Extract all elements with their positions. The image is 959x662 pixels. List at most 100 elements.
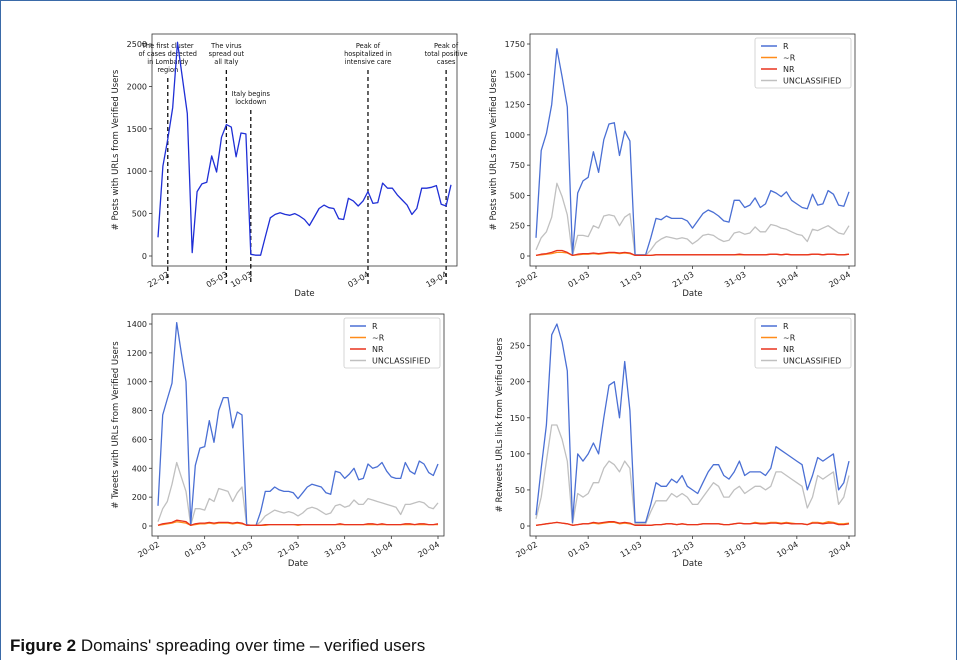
y-tick-label: 200 bbox=[510, 378, 525, 387]
x-tick-label: 31-03 bbox=[323, 540, 348, 559]
y-tick-label: 1750 bbox=[505, 40, 525, 49]
x-tick-label: 19-04 bbox=[424, 270, 449, 289]
x-tick-label: 01-03 bbox=[183, 540, 208, 559]
legend-label: ~R bbox=[372, 334, 385, 343]
y-tick-label: 600 bbox=[132, 435, 147, 444]
x-tick-label: 03-04 bbox=[346, 270, 371, 289]
chart-panel-1: 0 500 1000 1500 2000 2500 22-02 05-03 10-03 03-04… bbox=[0, 0, 480, 300]
x-axis-label: Date bbox=[682, 289, 702, 299]
x-tick-label: 20-02 bbox=[514, 540, 539, 559]
x-tick-label: 20-04 bbox=[827, 270, 852, 289]
y-tick-label: 400 bbox=[132, 464, 147, 473]
legend-label: UNCLASSIFIED bbox=[783, 357, 841, 366]
event-annotation-text: hospitalized in bbox=[344, 50, 392, 58]
x-tick-label: 20-02 bbox=[136, 540, 161, 559]
chart-1-svg: 0 500 1000 1500 2000 2500 22-02 05-03 10-03 03-04… bbox=[111, 33, 468, 299]
legend-box bbox=[754, 317, 852, 369]
y-tick-label: 2000 bbox=[127, 82, 147, 91]
legend-label: R bbox=[372, 322, 378, 331]
x-tick-label: 31-03 bbox=[723, 540, 748, 559]
event-annotation-text: lockdown bbox=[235, 98, 266, 106]
legend-label: ~R bbox=[783, 334, 796, 343]
y-tick-label: 200 bbox=[132, 493, 147, 502]
event-annotation-text: region bbox=[157, 66, 178, 74]
event-annotation-text: all Italy bbox=[214, 58, 238, 66]
series-line-nr bbox=[157, 519, 439, 526]
event-annotation-text: The first cluster bbox=[141, 42, 194, 50]
event-annotation-text: cases bbox=[437, 58, 456, 66]
y-tick-label: 0 bbox=[142, 252, 147, 261]
x-tick-label: 01-03 bbox=[567, 540, 592, 559]
legend-box bbox=[343, 317, 441, 369]
x-tick-label: 11-03 bbox=[619, 540, 644, 559]
event-annotation-text: spread out bbox=[209, 50, 245, 58]
event-annotation-text: total positive bbox=[425, 50, 468, 58]
y-tick-label: 0 bbox=[520, 252, 525, 261]
y-tick-label: 2500 bbox=[127, 40, 147, 49]
x-tick-label: 20-04 bbox=[827, 540, 852, 559]
legend-label: UNCLASSIFIED bbox=[372, 357, 430, 366]
x-tick-label: 01-03 bbox=[567, 270, 592, 289]
x-axis-label: Date bbox=[294, 289, 314, 299]
x-tick-label: 11-03 bbox=[619, 270, 644, 289]
y-tick-label: 750 bbox=[510, 161, 525, 170]
legend-label: R bbox=[783, 42, 789, 51]
event-annotation-text: in Lombardy bbox=[147, 58, 188, 66]
event-annotation-text: of cases detected bbox=[139, 50, 197, 58]
legend-label: NR bbox=[783, 345, 795, 354]
chart-2-svg: 0 250 500 750 1000 1250 1500 1750 20-02 01-03 11-0… bbox=[489, 33, 856, 299]
event-annotation-text: Peak of bbox=[434, 42, 459, 50]
y-tick-label: 0 bbox=[142, 522, 147, 531]
y-tick-label: 150 bbox=[510, 414, 525, 423]
series-line-nr bbox=[535, 249, 850, 257]
y-tick-label: 100 bbox=[510, 450, 525, 459]
series-line-r bbox=[535, 323, 850, 524]
y-axis-label: # Posts with URLs from Verified Users bbox=[111, 69, 121, 230]
y-tick-label: 1400 bbox=[127, 320, 147, 329]
x-tick-label: 31-03 bbox=[723, 270, 748, 289]
caption-label: Figure 2 bbox=[10, 636, 77, 655]
x-tick-label: 10-04 bbox=[775, 270, 800, 289]
y-tick-label: 1200 bbox=[127, 349, 147, 358]
x-tick-label: 20-02 bbox=[514, 270, 539, 289]
event-annotation-text: intensive care bbox=[345, 58, 391, 66]
series-line-posts bbox=[157, 41, 452, 256]
y-tick-label: 800 bbox=[132, 407, 147, 416]
y-tick-label: 250 bbox=[510, 222, 525, 231]
y-tick-label: 1000 bbox=[127, 378, 147, 387]
y-axis-label: # Posts with URLs from Verified Users bbox=[489, 69, 499, 230]
y-tick-label: 1000 bbox=[505, 131, 525, 140]
legend-label: NR bbox=[372, 345, 384, 354]
event-annotation-text: Peak of bbox=[356, 42, 381, 50]
event-annotation-text: The virus bbox=[210, 42, 242, 50]
y-tick-label: 500 bbox=[510, 191, 525, 200]
x-axis-label: Date bbox=[288, 559, 308, 569]
x-tick-label: 21-03 bbox=[671, 270, 696, 289]
y-axis-label: # Tweets with URLs from Verified Users bbox=[111, 341, 121, 509]
y-tick-label: 500 bbox=[132, 210, 147, 219]
x-axis-label: Date bbox=[682, 559, 702, 569]
y-axis-label: # Retweets URLs link from Verified Users bbox=[495, 337, 505, 512]
figure-caption: Figure 2 Domains' spreading over time – … bbox=[10, 636, 425, 656]
x-tick-label: 10-04 bbox=[775, 540, 800, 559]
y-tick-label: 1500 bbox=[505, 70, 525, 79]
chart-panel-2: 0 250 500 750 1000 1250 1500 1750 20-02 01-03 11-0… bbox=[480, 0, 959, 300]
chart-panel-4: 0 50 100 150 200 250 20-02 01-03 11-03 21-03 31-03… bbox=[480, 300, 959, 590]
x-tick-label: 21-03 bbox=[276, 540, 301, 559]
x-tick-label: 05-03 bbox=[205, 270, 230, 289]
chart-panel-3: 0 200 400 600 800 1000 1200 1400 20-02 01-03 11-03… bbox=[0, 300, 480, 590]
series-line-unclassified bbox=[535, 182, 850, 257]
x-tick-label: 20-04 bbox=[416, 540, 441, 559]
series-line-r bbox=[157, 321, 439, 526]
legend-label: ~R bbox=[783, 54, 796, 63]
x-tick-label: 10-04 bbox=[370, 540, 395, 559]
series-line-unclassified bbox=[157, 461, 439, 526]
x-tick-label: 11-03 bbox=[230, 540, 255, 559]
legend-label: R bbox=[783, 322, 789, 331]
x-tick-label: 21-03 bbox=[671, 540, 696, 559]
series-line-unclassified bbox=[535, 424, 850, 525]
series-line-r bbox=[535, 48, 850, 256]
x-tick-label: 10-03 bbox=[229, 270, 254, 289]
event-annotation-text: Italy begins bbox=[232, 90, 271, 98]
